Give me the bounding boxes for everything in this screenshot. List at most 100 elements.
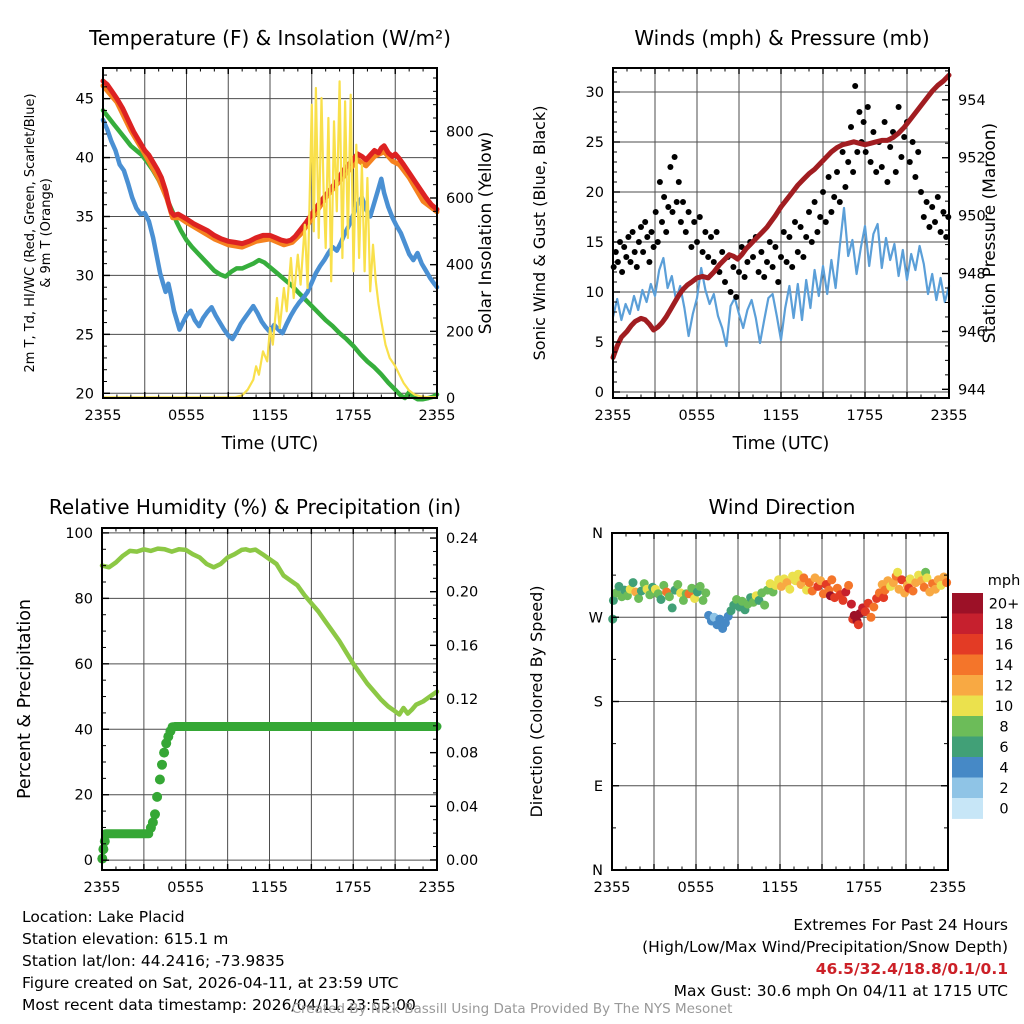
svg-text:80: 80: [75, 591, 93, 607]
svg-text:2355: 2355: [85, 408, 122, 424]
svg-text:952: 952: [958, 151, 986, 167]
svg-text:20+: 20+: [989, 596, 1020, 612]
svg-text:100: 100: [65, 526, 93, 542]
svg-text:0555: 0555: [167, 880, 204, 896]
svg-text:0.20: 0.20: [446, 585, 478, 601]
svg-text:N: N: [592, 526, 603, 542]
svg-text:0.00: 0.00: [446, 853, 478, 869]
svg-text:1155: 1155: [762, 880, 799, 896]
winds-pressure-chart: 2355 0555 1155 1755 2355 0 5 10 15 20 25 30 944 946 94…: [530, 67, 1000, 454]
svg-text:Percent & Precipitation: Percent & Precipitation: [15, 599, 35, 799]
svg-text:30: 30: [586, 85, 604, 101]
svg-text:15: 15: [586, 235, 604, 251]
svg-text:5: 5: [595, 335, 604, 351]
data-timestamp: Most recent data timestamp: 2026/04/11 2…: [22, 996, 416, 1014]
svg-text:0: 0: [446, 391, 455, 407]
station-latlon: Station lat/lon: 44.2416; -73.9835: [22, 952, 285, 970]
svg-text:0: 0: [84, 853, 93, 869]
svg-text:2355: 2355: [931, 408, 968, 424]
station-elevation: Station elevation: 615.1 m: [22, 930, 229, 948]
svg-text:946: 946: [958, 324, 986, 340]
humidity-chart-title: Relative Humidity (%) & Precipitation (i…: [48, 495, 462, 519]
extremes-info: Extremes For Past 24 Hours (High/Low/Max…: [642, 914, 1008, 1002]
svg-text:20: 20: [586, 185, 604, 201]
svg-text:1755: 1755: [335, 408, 372, 424]
svg-text:950: 950: [958, 209, 986, 225]
svg-text:1155: 1155: [252, 408, 289, 424]
svg-text:1755: 1755: [847, 408, 884, 424]
svg-text:2: 2: [999, 781, 1008, 797]
winds-chart-title: Winds (mph) & Pressure (mb): [634, 26, 930, 50]
wind-direction-chart-title: Wind Direction: [708, 495, 856, 519]
temperature-insolation-chart: 2355 0555 1155 1755 2355 20 25 30 35 40 45 0 200 400 6…: [23, 67, 496, 454]
svg-text:E: E: [594, 779, 603, 795]
svg-text:0.16: 0.16: [446, 638, 478, 654]
humidity-precip-chart: 2355 0555 1155 1755 2355 0 20 40 60 80 100 0.00 0.04…: [15, 526, 478, 896]
svg-text:35: 35: [76, 210, 94, 226]
svg-text:1755: 1755: [335, 880, 372, 896]
station-info: Location: Lake Placid Station elevation:…: [22, 906, 416, 1016]
svg-text:0.24: 0.24: [446, 531, 478, 547]
svg-text:0555: 0555: [168, 408, 205, 424]
svg-text:1155: 1155: [251, 880, 288, 896]
max-gust: Max Gust: 30.6 mph On 04/11 at 1715 UTC: [673, 982, 1008, 1000]
svg-text:Station Pressure (Maroon): Station Pressure (Maroon): [980, 123, 1000, 343]
svg-text:4: 4: [999, 760, 1008, 776]
figure-created: Figure created on Sat, 2026-04-11, at 23…: [22, 974, 399, 992]
svg-text:400: 400: [446, 258, 474, 274]
svg-text:1755: 1755: [846, 880, 883, 896]
svg-text:25: 25: [586, 135, 604, 151]
svg-text:14: 14: [995, 658, 1013, 674]
svg-text:Sonic Wind & Gust (Blue, Black: Sonic Wind & Gust (Blue, Black): [530, 106, 549, 361]
svg-text:20: 20: [76, 386, 94, 402]
svg-text:2355: 2355: [594, 880, 631, 896]
svg-text:0555: 0555: [678, 880, 715, 896]
svg-text:10: 10: [995, 699, 1013, 715]
temperature-chart-title: Temperature (F) & Insolation (W/m²): [89, 26, 451, 50]
extremes-subtitle: (High/Low/Max Wind/Precipitation/Snow De…: [642, 938, 1008, 956]
svg-text:0: 0: [999, 801, 1008, 817]
svg-text:40: 40: [76, 151, 94, 167]
svg-text:8: 8: [999, 719, 1008, 735]
extremes-title: Extremes For Past 24 Hours: [793, 916, 1008, 934]
svg-text:200: 200: [446, 324, 474, 340]
svg-text:18: 18: [995, 617, 1013, 633]
svg-text:20: 20: [75, 788, 93, 804]
station-location: Location: Lake Placid: [22, 908, 185, 926]
svg-text:16: 16: [995, 637, 1013, 653]
svg-text:10: 10: [586, 285, 604, 301]
svg-text:Direction (Colored By Speed): Direction (Colored By Speed): [527, 585, 546, 817]
svg-text:800: 800: [446, 124, 474, 140]
svg-text:W: W: [589, 610, 603, 626]
svg-text:0: 0: [595, 385, 604, 401]
svg-text:0.12: 0.12: [446, 692, 478, 708]
svg-text:30: 30: [76, 268, 94, 284]
svg-text:mph: mph: [988, 573, 1021, 589]
svg-text:600: 600: [446, 191, 474, 207]
svg-text:954: 954: [958, 93, 986, 109]
svg-text:0555: 0555: [679, 408, 716, 424]
svg-text:2355: 2355: [419, 408, 456, 424]
svg-text:S: S: [594, 695, 603, 711]
svg-text:2355: 2355: [419, 880, 456, 896]
svg-text:948: 948: [958, 267, 986, 283]
svg-text:2355: 2355: [84, 880, 121, 896]
svg-text:40: 40: [75, 722, 93, 738]
svg-text:2355: 2355: [595, 408, 632, 424]
svg-text:Solar Insolation (Yellow): Solar Insolation (Yellow): [476, 132, 496, 334]
svg-text:25: 25: [76, 327, 94, 343]
svg-text:6: 6: [999, 740, 1008, 756]
svg-text:0.04: 0.04: [446, 799, 478, 815]
svg-text:12: 12: [995, 678, 1013, 694]
svg-text:Time (UTC): Time (UTC): [732, 434, 830, 454]
svg-text:2355: 2355: [930, 880, 967, 896]
extremes-values: 46.5/32.4/18.8/0.1/0.1: [815, 960, 1008, 978]
svg-text:Time (UTC): Time (UTC): [221, 434, 319, 454]
svg-text:45: 45: [76, 92, 94, 108]
svg-text:0.08: 0.08: [446, 746, 478, 762]
svg-text:60: 60: [75, 657, 93, 673]
svg-text:& 9m T (Orange): & 9m T (Orange): [39, 178, 54, 288]
svg-text:2m T, Td, HI/WC (Red, Green, S: 2m T, Td, HI/WC (Red, Green, Scarlet/Blu…: [23, 93, 38, 372]
